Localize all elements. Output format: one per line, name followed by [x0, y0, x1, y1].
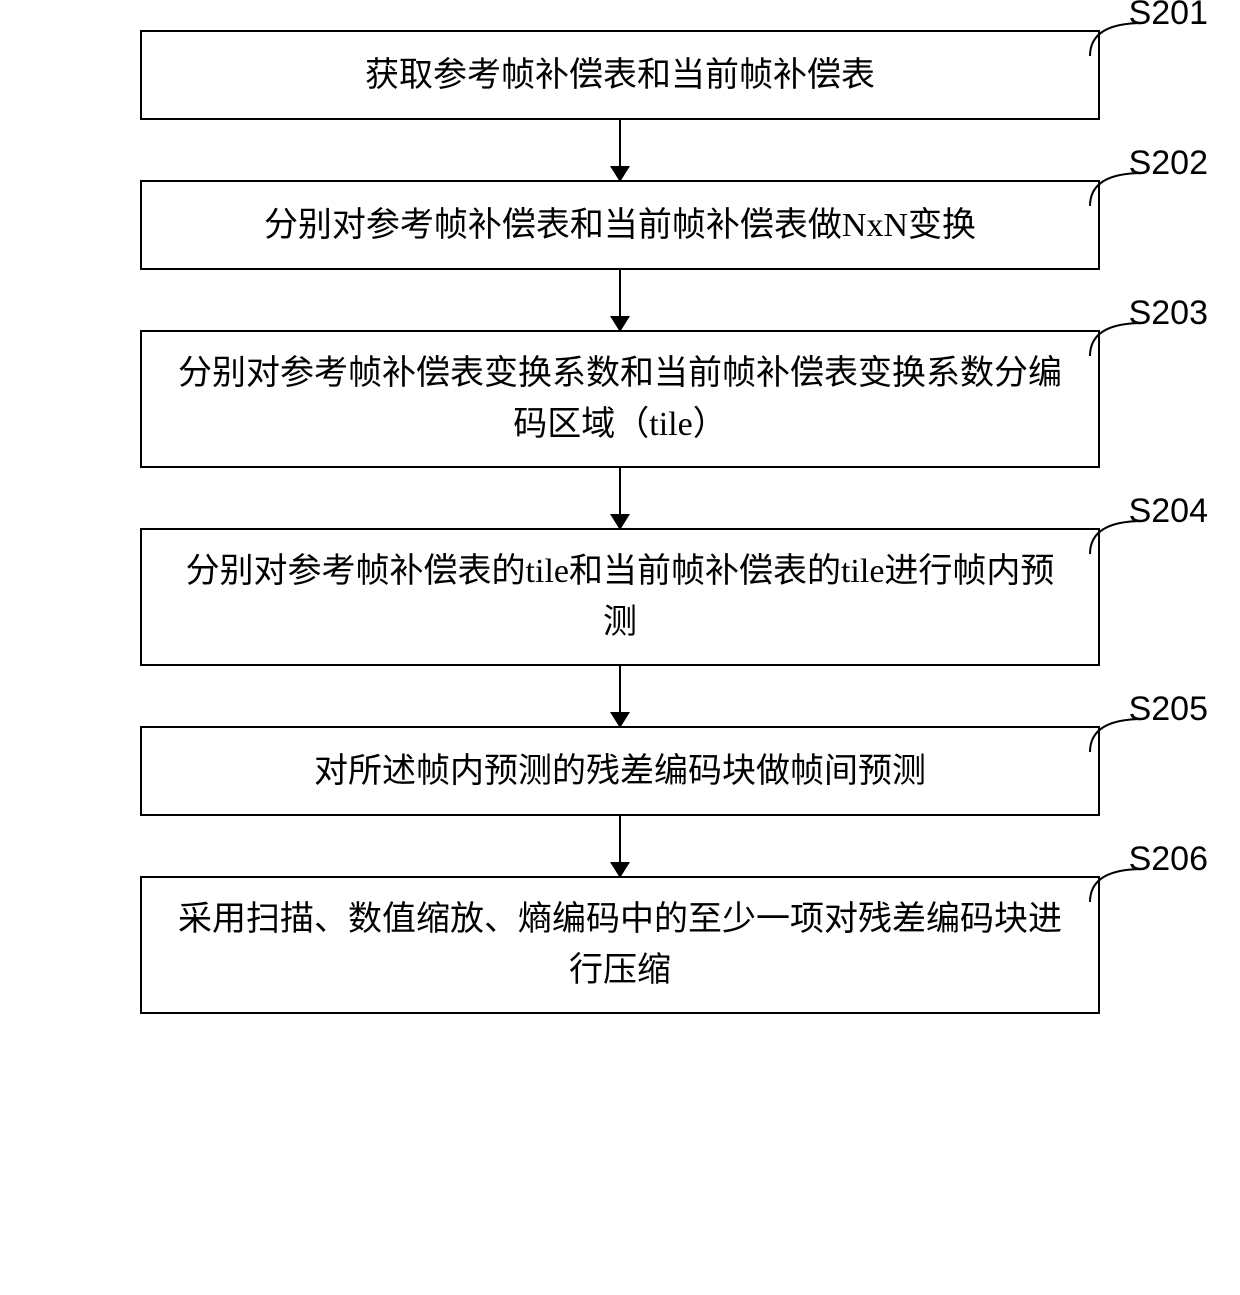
step-wrapper-s201: S201 获取参考帧补偿表和当前帧补偿表 [50, 30, 1190, 180]
step-text-s202: 分别对参考帧补偿表和当前帧补偿表做NxN变换 [264, 200, 976, 251]
step-box-s202: S202 分别对参考帧补偿表和当前帧补偿表做NxN变换 [140, 180, 1100, 270]
step-box-s206: S206 采用扫描、数值缩放、熵编码中的至少一项对残差编码块进行压缩 [140, 876, 1100, 1014]
step-wrapper-s206: S206 采用扫描、数值缩放、熵编码中的至少一项对残差编码块进行压缩 [50, 876, 1190, 1014]
step-text-s203: 分别对参考帧补偿表变换系数和当前帧补偿表变换系数分编码区域（tile） [172, 348, 1068, 450]
step-wrapper-s204: S204 分别对参考帧补偿表的tile和当前帧补偿表的tile进行帧内预测 [50, 528, 1190, 726]
step-text-s206: 采用扫描、数值缩放、熵编码中的至少一项对残差编码块进行压缩 [172, 894, 1068, 996]
flowchart-container: S201 获取参考帧补偿表和当前帧补偿表 S202 分别对参考帧补偿表和当前帧补… [50, 30, 1190, 1014]
arrow-connector [619, 816, 621, 876]
step-label-s201: S201 [1129, 0, 1208, 33]
step-text-s204: 分别对参考帧补偿表的tile和当前帧补偿表的tile进行帧内预测 [172, 546, 1068, 648]
arrow-connector [619, 270, 621, 330]
step-box-s204: S204 分别对参考帧补偿表的tile和当前帧补偿表的tile进行帧内预测 [140, 528, 1100, 666]
step-wrapper-s202: S202 分别对参考帧补偿表和当前帧补偿表做NxN变换 [50, 180, 1190, 330]
step-label-s204: S204 [1129, 492, 1208, 531]
arrow-connector [619, 468, 621, 528]
step-wrapper-s205: S205 对所述帧内预测的残差编码块做帧间预测 [50, 726, 1190, 876]
step-label-s205: S205 [1129, 690, 1208, 729]
step-text-s205: 对所述帧内预测的残差编码块做帧间预测 [314, 746, 926, 797]
step-label-s203: S203 [1129, 294, 1208, 333]
step-text-s201: 获取参考帧补偿表和当前帧补偿表 [365, 50, 875, 101]
step-label-s206: S206 [1129, 840, 1208, 879]
step-wrapper-s203: S203 分别对参考帧补偿表变换系数和当前帧补偿表变换系数分编码区域（tile） [50, 330, 1190, 528]
arrow-connector [619, 120, 621, 180]
arrow-connector [619, 666, 621, 726]
step-box-s203: S203 分别对参考帧补偿表变换系数和当前帧补偿表变换系数分编码区域（tile） [140, 330, 1100, 468]
step-box-s205: S205 对所述帧内预测的残差编码块做帧间预测 [140, 726, 1100, 816]
step-box-s201: S201 获取参考帧补偿表和当前帧补偿表 [140, 30, 1100, 120]
step-label-s202: S202 [1129, 144, 1208, 183]
